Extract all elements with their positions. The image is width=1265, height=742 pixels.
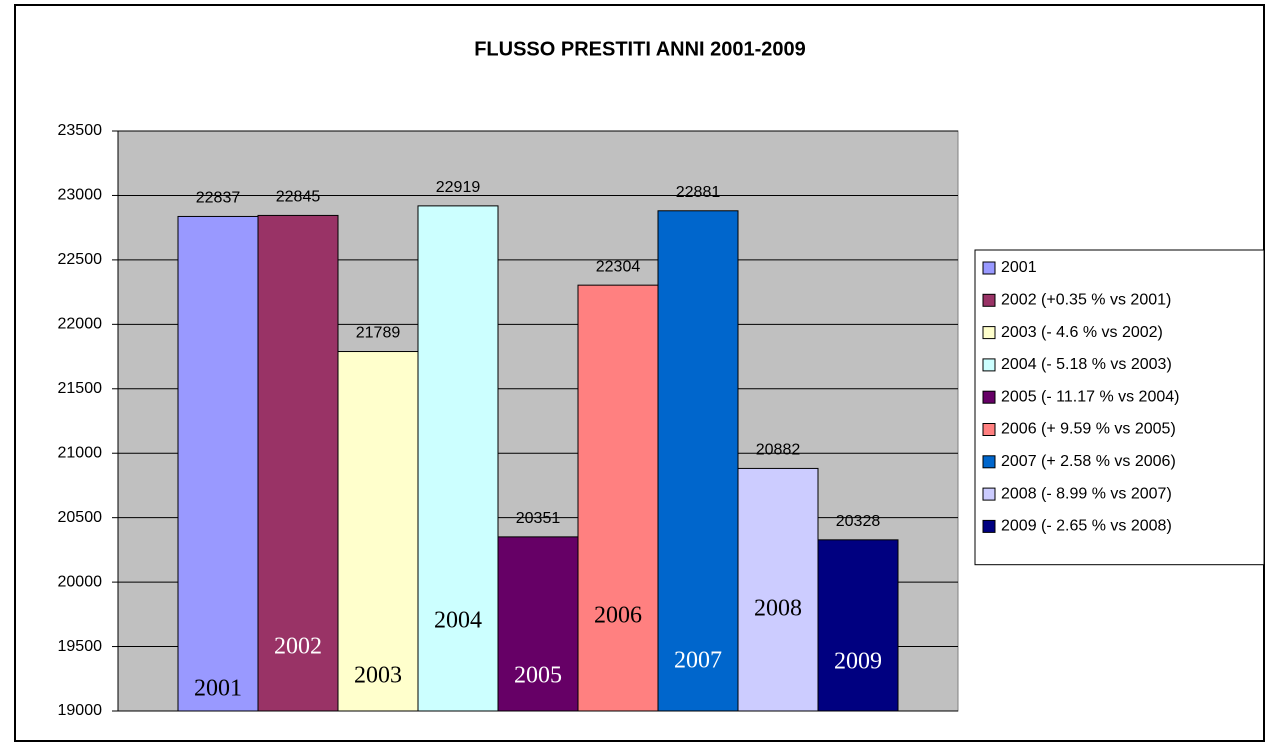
y-tick-label: 23000	[58, 187, 103, 204]
y-tick-label: 22500	[58, 251, 103, 268]
chart-title: FLUSSO PRESTITI ANNI 2001-2009	[474, 38, 806, 60]
bar	[337, 351, 419, 712]
bar	[817, 539, 899, 712]
bar	[417, 205, 499, 712]
legend-swatch	[982, 358, 996, 372]
legend-swatch	[982, 487, 996, 501]
legend-swatch	[982, 455, 996, 469]
data-label: 21789	[356, 325, 401, 342]
bar-annotation: 2002	[274, 634, 322, 660]
data-label: 22919	[436, 179, 481, 196]
legend-label: 2001	[1001, 259, 1037, 276]
bar	[577, 284, 659, 712]
legend-label: 2008 (- 8.99 % vs 2007)	[1001, 485, 1172, 502]
y-tick-label: 20500	[58, 509, 103, 526]
legend-label: 2005 (- 11.17 % vs 2004)	[1001, 388, 1179, 405]
y-tick-label: 23500	[58, 122, 103, 139]
data-label: 22845	[276, 189, 321, 206]
data-label: 22837	[196, 190, 241, 207]
y-tick-label: 19500	[58, 638, 103, 655]
legend-swatch	[982, 423, 996, 436]
legend-label: 2002 (+0.35 % vs 2001)	[1001, 292, 1171, 309]
legend-swatch	[982, 261, 996, 275]
bar	[737, 467, 819, 712]
bar-annotation: 2003	[354, 663, 402, 689]
legend-label: 2007 (+ 2.58 % vs 2006)	[1001, 453, 1176, 470]
legend-swatch	[982, 390, 996, 404]
bar	[257, 214, 339, 712]
data-label: 22304	[596, 258, 641, 275]
data-label: 20351	[516, 510, 561, 527]
bar-annotation: 2008	[754, 596, 802, 622]
bar-annotation: 2007	[674, 648, 722, 674]
bar-annotation: 2005	[514, 663, 562, 689]
bar-annotation: 2001	[194, 676, 242, 702]
legend-box	[974, 249, 1265, 566]
legend-label: 2009 (- 2.65 % vs 2008)	[1001, 518, 1172, 535]
legend-swatch	[982, 326, 996, 340]
data-label: 20328	[836, 513, 881, 530]
y-tick-label: 21500	[58, 380, 103, 397]
bar-annotation: 2004	[434, 608, 482, 634]
bar	[657, 210, 739, 712]
data-label: 22881	[676, 184, 721, 201]
data-label: 20882	[756, 442, 801, 459]
y-tick-label: 22000	[58, 316, 103, 333]
bar-annotation: 2006	[594, 603, 642, 629]
y-tick-label: 21000	[58, 444, 103, 461]
legend-swatch	[982, 519, 996, 533]
legend-label: 2004 (- 5.18 % vs 2003)	[1001, 356, 1172, 373]
y-tick-label: 19000	[58, 702, 103, 719]
bar-annotation: 2009	[834, 649, 882, 675]
y-tick-label: 20000	[58, 573, 103, 590]
bar	[497, 536, 579, 712]
legend-label: 2006 (+ 9.59 % vs 2005)	[1001, 421, 1176, 438]
legend-label: 2003 (- 4.6 % vs 2002)	[1001, 324, 1163, 341]
legend-swatch	[982, 293, 996, 307]
bar	[177, 215, 259, 712]
